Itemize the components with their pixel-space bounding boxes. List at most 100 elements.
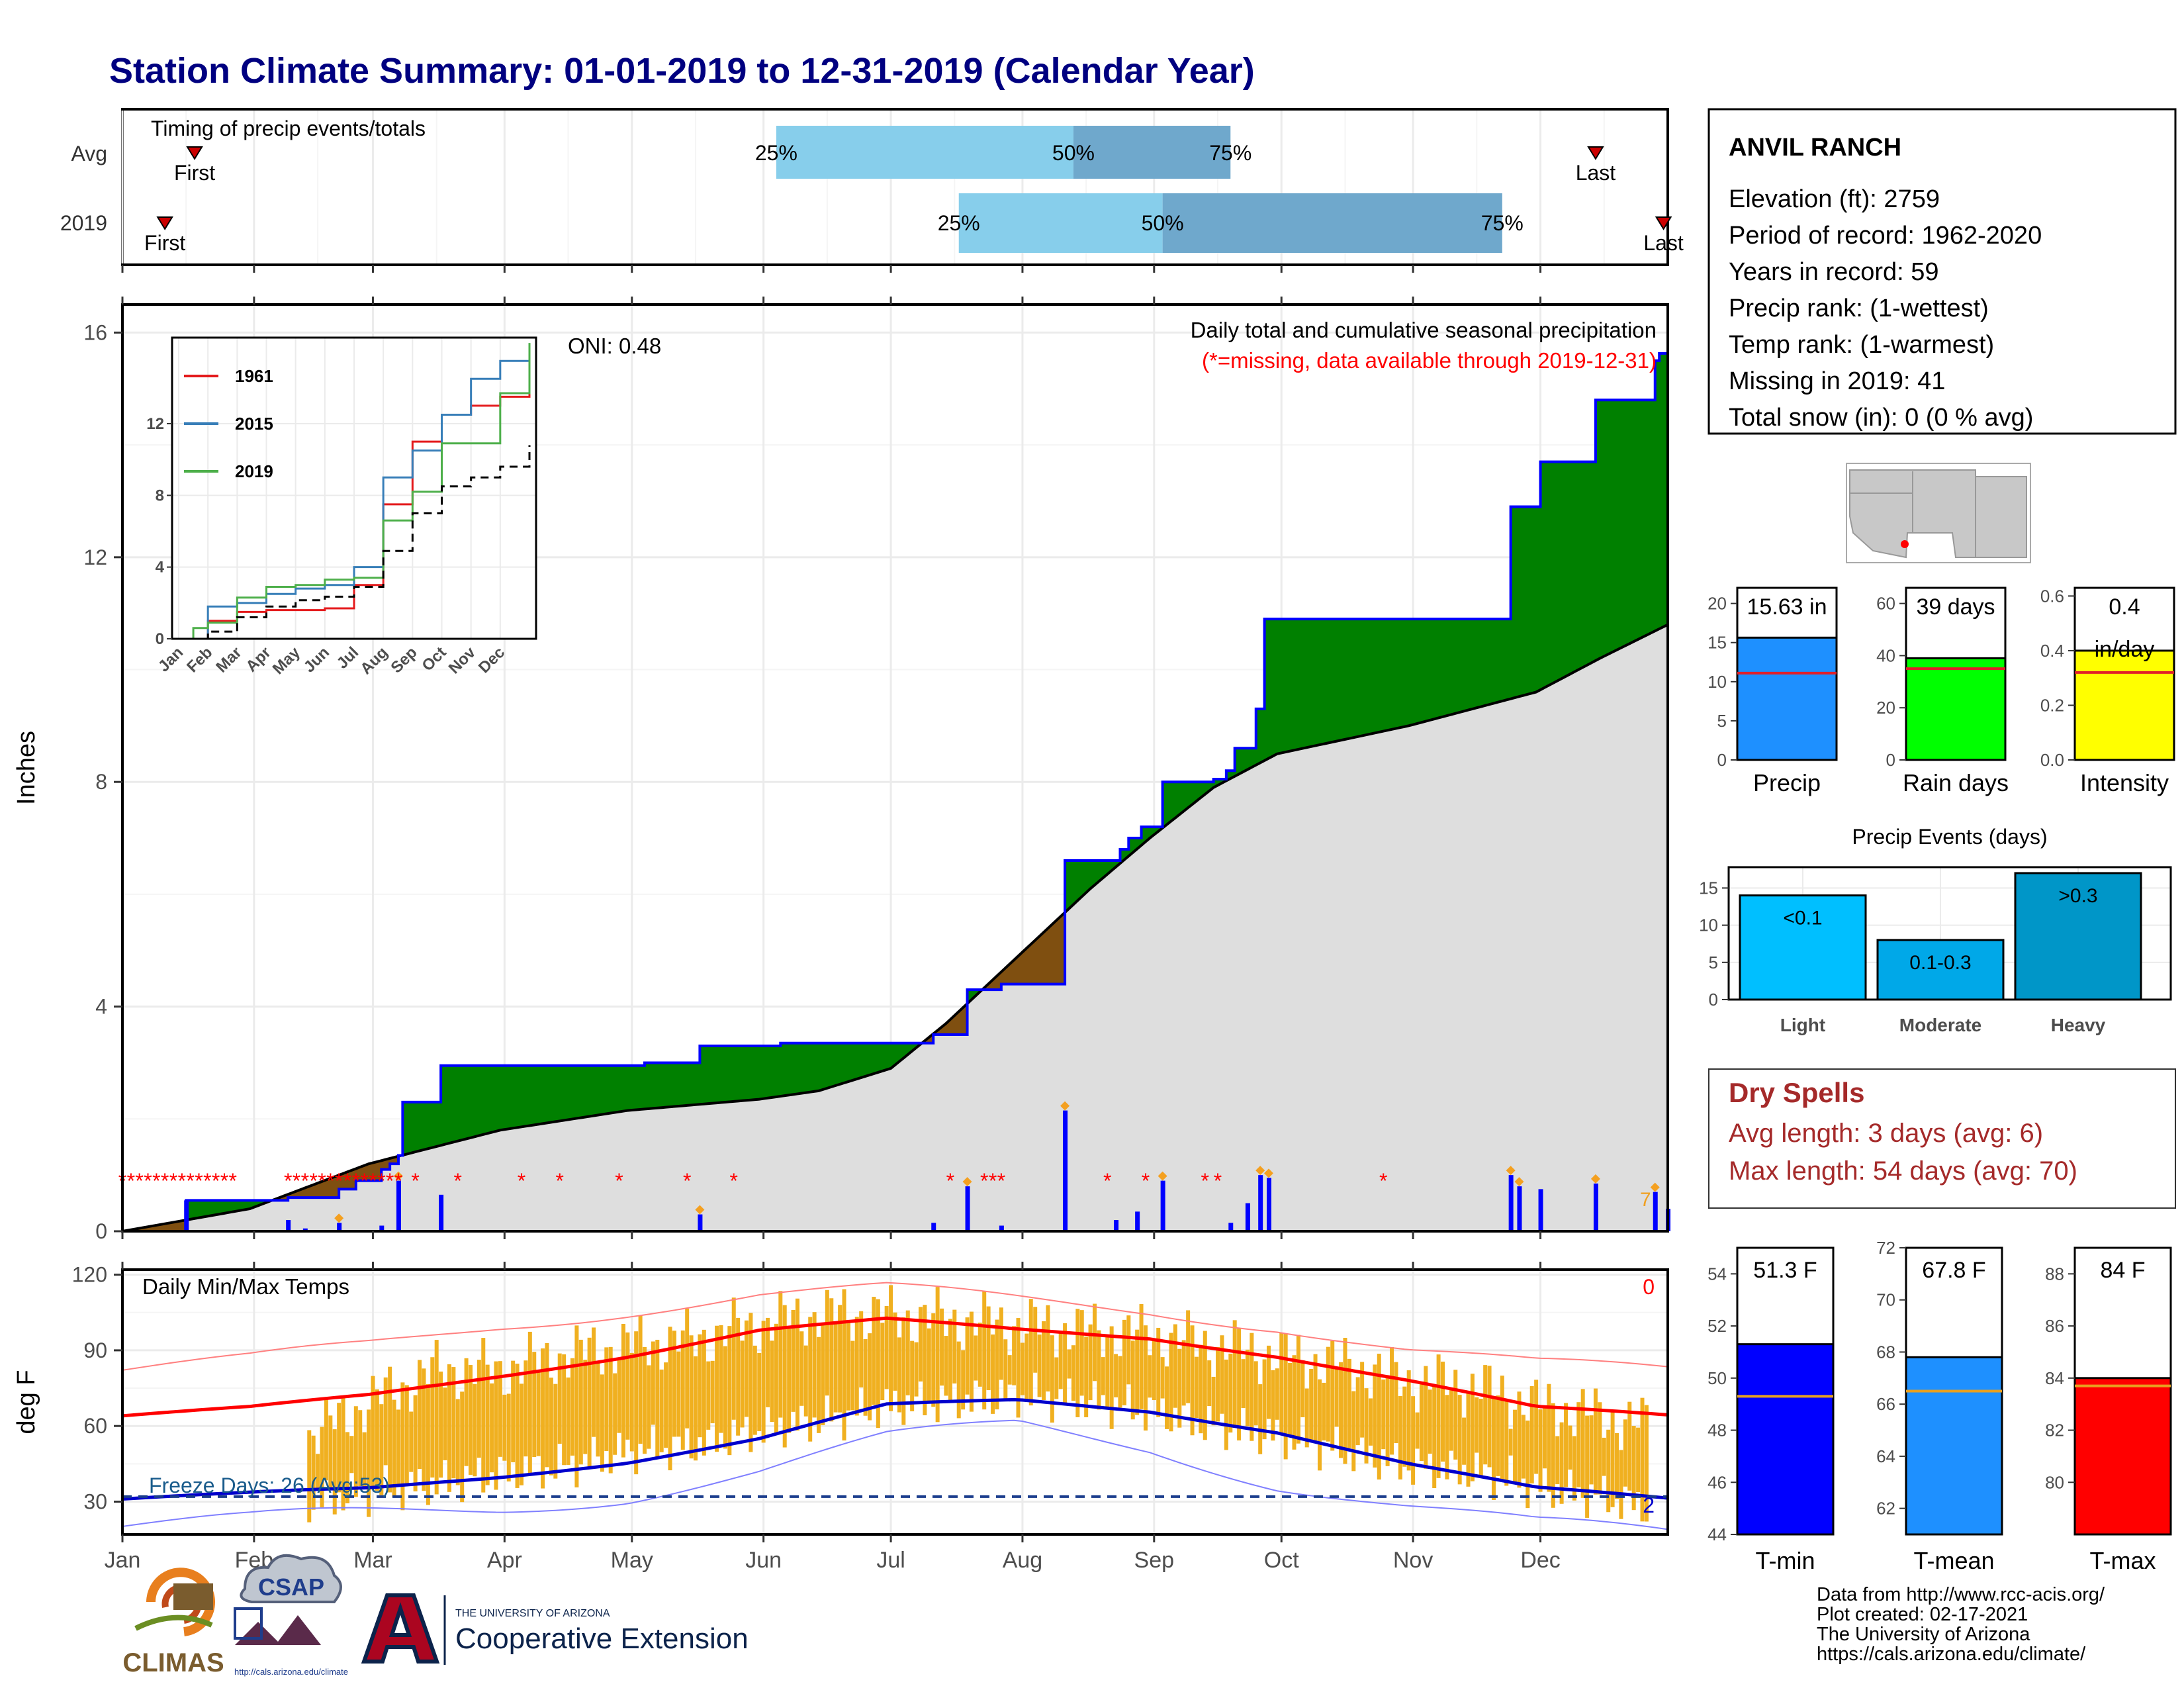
- month-label: Jan: [105, 1548, 141, 1573]
- daily-temp-bar: [1033, 1307, 1038, 1373]
- month-label: Aug: [1003, 1548, 1043, 1573]
- missing-day-marker: *: [212, 1169, 220, 1193]
- daily-precip-bar: [1258, 1175, 1263, 1231]
- csap-logo: CSAP http://cals.arizona.edu/climate: [234, 1554, 348, 1677]
- daily-temp-bar: [553, 1383, 558, 1479]
- inset-legend-label: 2015: [235, 414, 273, 434]
- temp-tick-label: 90: [83, 1338, 107, 1362]
- daily-temp-bar: [880, 1323, 885, 1401]
- precip-panel: * * * * * * * * * * * * * * * * * * * * * * * * * * * * * * * * * * * * * * * *…: [13, 303, 1670, 1243]
- daily-temp-bar: [812, 1312, 817, 1418]
- daily-temp-bar: [1067, 1349, 1071, 1379]
- daily-temp-bar: [1436, 1354, 1441, 1478]
- daily-temp-bar: [944, 1336, 948, 1396]
- daily-temp-bar: [498, 1361, 502, 1457]
- daily-temp-bar: [1228, 1353, 1233, 1433]
- heavy-precip-marker: [695, 1205, 705, 1215]
- daily-temp-bar: [396, 1409, 400, 1485]
- missing-day-marker: *: [386, 1169, 394, 1193]
- daily-precip-bar: [337, 1223, 342, 1231]
- timing-quantile-label: 25%: [938, 211, 980, 235]
- rain_days-tick-label: 40: [1876, 645, 1895, 665]
- daily-temp-bar: [634, 1331, 639, 1475]
- missing-day-marker: *: [377, 1169, 385, 1193]
- daily-temp-bar: [778, 1291, 783, 1418]
- missing-day-marker: *: [518, 1169, 525, 1193]
- daily-temp-bar: [1631, 1426, 1636, 1511]
- events-category-label: Light: [1780, 1015, 1825, 1035]
- timing-bar-q50-q75: [1073, 126, 1231, 179]
- daily-temp-bar: [434, 1340, 439, 1495]
- tmin-tick-label: 50: [1707, 1368, 1727, 1388]
- rain_days-tick-label: 20: [1876, 698, 1895, 718]
- heavy-precip-marker: [1060, 1101, 1070, 1111]
- record-high-line: [122, 1282, 1668, 1371]
- daily-temp-bar: [1542, 1407, 1547, 1469]
- daily-temp-bar: [311, 1435, 316, 1510]
- daily-temp-bar: [1160, 1357, 1165, 1399]
- daily-temp-bar: [1428, 1389, 1432, 1454]
- daily-temp-bar: [948, 1319, 952, 1401]
- daily-temp-bar: [799, 1331, 804, 1406]
- timing-bar-q25-q50: [958, 193, 1163, 253]
- daily-temp-bar: [1232, 1320, 1237, 1428]
- dry-spells-title: Dry Spells: [1729, 1077, 1864, 1108]
- daily-temp-bar: [481, 1338, 486, 1493]
- daily-temp-bar: [1525, 1421, 1530, 1509]
- station-detail-line: Total snow (in): 0 (0 % avg): [1729, 404, 2033, 432]
- daily-temp-bar: [817, 1336, 821, 1433]
- station-detail-line: Precip rank: (1-wettest): [1729, 295, 1989, 322]
- events-tick-label: 10: [1699, 915, 1718, 935]
- ua-logo: THE UNIVERSITY OF ARIZONA Cooperative Ex…: [361, 1593, 749, 1665]
- daily-temp-bar: [629, 1352, 634, 1452]
- daily-temp-bar: [1623, 1419, 1627, 1487]
- daily-temp-bar: [1050, 1335, 1054, 1423]
- heavy-precip-marker: [1506, 1166, 1516, 1176]
- daily-temp-bar: [320, 1427, 324, 1508]
- daily-temp-bar: [1075, 1309, 1080, 1417]
- tmean-bar: [1905, 1356, 2003, 1536]
- missing-day-marker: *: [301, 1169, 309, 1193]
- daily-precip-bar: [439, 1194, 444, 1231]
- month-label: May: [611, 1548, 653, 1573]
- summary-bars: 0 5 10 15 20 15.63 in Precip 0 20 40 60 39 days Rain…: [1707, 586, 2175, 796]
- daily-temp-bar: [1024, 1333, 1029, 1402]
- rain_days-tick-label: 0: [1886, 750, 1895, 770]
- average-min-line: [122, 1397, 1668, 1501]
- daily-temp-bar: [1368, 1398, 1373, 1446]
- daily-temp-bar: [604, 1347, 609, 1452]
- missing-day-marker: *: [284, 1169, 292, 1193]
- inset-legend-label: 1961: [235, 366, 273, 386]
- daily-temp-bar: [1593, 1388, 1598, 1495]
- timing-quantile-label: 50%: [1142, 211, 1184, 235]
- daily-temp-bar: [1457, 1395, 1462, 1485]
- daily-temp-bar: [1220, 1335, 1224, 1414]
- missing-day-marker: *: [309, 1169, 317, 1193]
- missing-day-marker: *: [220, 1169, 228, 1193]
- daily-temp-bar: [1126, 1315, 1131, 1385]
- daily-temp-bar: [715, 1325, 719, 1452]
- daily-precip-bar: [999, 1225, 1004, 1231]
- csap-text: CSAP: [258, 1573, 324, 1601]
- daily-temp-bar: [460, 1391, 465, 1503]
- tmin-tick-label: 44: [1707, 1524, 1727, 1544]
- daily-temp-bar: [884, 1305, 889, 1389]
- daily-temp-bar: [1313, 1354, 1318, 1443]
- daily-temp-bar: [328, 1415, 333, 1489]
- station-info-box: ANVIL RANCH Elevation (ft): 2759 Period o…: [1707, 108, 2177, 435]
- daily-temp-bar: [731, 1297, 736, 1420]
- record-high-count: 0: [1643, 1275, 1655, 1299]
- precip-tick-label: 0: [1717, 750, 1727, 770]
- daily-temp-bar: [766, 1317, 770, 1407]
- daily-temp-bar: [956, 1341, 961, 1419]
- daily-precip-bar: [1593, 1183, 1598, 1231]
- daily-temp-bar: [982, 1291, 987, 1410]
- precip-events-chart: Precip Events (days) <0.1 Light 0.1-0.3 Mode…: [1699, 825, 2172, 1035]
- missing-day-marker: *: [343, 1169, 351, 1193]
- daily-temp-bar: [353, 1406, 358, 1497]
- precip-value: 15.63 in: [1747, 594, 1827, 620]
- inset-line-2019: [179, 343, 531, 640]
- tmean-label: T-mean: [1913, 1547, 1994, 1574]
- intensity-bar: [2073, 649, 2175, 761]
- daily-temp-bar: [638, 1315, 643, 1444]
